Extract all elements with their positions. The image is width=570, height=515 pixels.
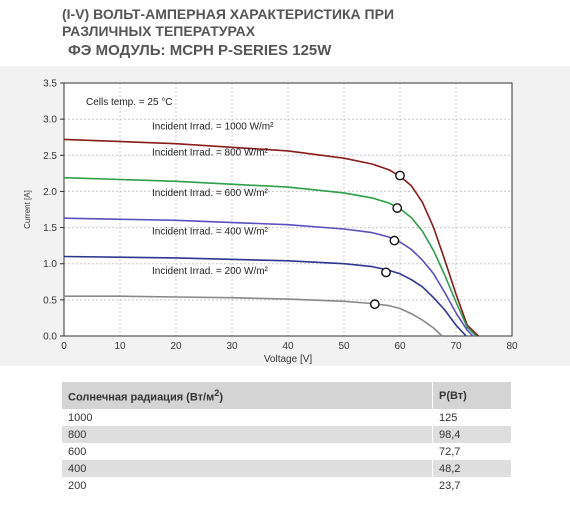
y-tick-label: 2.5 <box>43 151 57 162</box>
series-1: Incident Irrad. = 1000 W/m² <box>63 121 479 337</box>
heading-line-3: ФЭ МОДУЛЬ: MCPH P-SERIES 125W <box>68 42 332 59</box>
y-tick-label: 3.0 <box>43 115 57 126</box>
x-tick-label: 40 <box>282 341 294 352</box>
series-line <box>63 138 479 337</box>
table-row: 1000 125 <box>62 409 511 426</box>
series-label: Incident Irrad. = 1000 W/m² <box>152 121 274 132</box>
heading-line-2: РАЗЛИЧНЫХ ТЕПЕРАТУРАХ <box>62 23 256 39</box>
series-2: Incident Irrad. = 800 W/m² <box>63 148 477 337</box>
x-tick-label: 80 <box>506 341 518 352</box>
series-label: Incident Irrad. = 800 W/m² <box>152 148 269 159</box>
plot-frame <box>63 82 513 337</box>
series-line <box>63 176 477 337</box>
mpp-marker <box>395 170 405 181</box>
table-row: 800 98,4 <box>62 426 511 443</box>
y-tick-label: 2.0 <box>43 187 57 198</box>
series-label: Incident Irrad. = 400 W/m² <box>152 226 269 237</box>
irradiance-cell: 200 <box>68 479 87 492</box>
series-label: Incident Irrad. = 200 W/m² <box>152 266 269 277</box>
mpp-marker <box>392 203 403 213</box>
series-5: Incident Irrad. = 200 W/m² <box>64 266 443 337</box>
iv-chart: 0 10 20 30 40 50 60 70 80 0.0 0.5 1.0 1.5 2.0 2.5 3.0 3.… <box>23 79 518 366</box>
x-tick-label: 60 <box>394 341 406 352</box>
irradiance-column-header: Солнечная радиация (Вт/м2) <box>62 382 433 409</box>
irradiance-cell: 600 <box>68 445 87 458</box>
y-tick-label: 0.5 <box>43 295 57 306</box>
irradiance-cell: 1000 <box>68 411 93 424</box>
series-label: Incident Irrad. = 600 W/m² <box>152 188 269 199</box>
x-axis-label: Voltage [V] <box>264 354 313 365</box>
irradiance-cell: 400 <box>62 460 433 477</box>
y-tick-label: 1.5 <box>43 223 57 234</box>
y-axis-label: Current [A] <box>23 190 32 229</box>
mpp-marker <box>381 267 391 278</box>
series-line <box>63 217 474 337</box>
table-row: 400 48,2 <box>62 460 511 477</box>
chart-heading: (I-V) ВОЛЬТ-АМПЕРНАЯ ХАРАКТЕРИСТИКА ПРИ … <box>62 6 394 59</box>
power-cell: 48,2 <box>432 460 511 477</box>
y-tick-label: 3.5 <box>43 79 57 90</box>
x-tick-label: 70 <box>450 341 462 352</box>
table-row: 200 23,7 <box>62 477 511 494</box>
power-cell: 98,4 <box>432 426 511 443</box>
mpp-marker <box>369 299 380 310</box>
series-4: Incident Irrad. = 400 W/m² <box>63 226 467 337</box>
x-tick-label: 30 <box>226 341 238 352</box>
y-tick-label: 1.0 <box>43 259 57 270</box>
power-cell: 23,7 <box>432 477 511 494</box>
series-line <box>63 255 467 337</box>
power-cell: 72,7 <box>432 443 511 460</box>
power-column-header: P(Вт) <box>432 382 511 409</box>
table-row: 600 72,7 <box>62 443 511 460</box>
x-tick-label: 10 <box>114 341 126 352</box>
power-table: Солнечная радиация (Вт/м2) P(Вт) 1000 12… <box>62 382 511 494</box>
x-tick-label: 20 <box>170 341 182 352</box>
irradiance-cell: 800 <box>62 426 433 443</box>
power-table-header: Солнечная радиация (Вт/м2) P(Вт) <box>62 382 511 409</box>
power-cell: 125 <box>432 409 511 426</box>
x-tick-label: 0 <box>61 341 67 352</box>
series-3: Incident Irrad. = 600 W/m² <box>63 188 474 337</box>
plot-area <box>64 83 512 336</box>
mpp-marker <box>389 235 400 246</box>
heading-line-1: (I-V) ВОЛЬТ-АМПЕРНАЯ ХАРАКТЕРИСТИКА ПРИ <box>62 6 395 22</box>
cells-temp-annotation: Cells temp. = 25 °C <box>86 97 173 108</box>
y-tick-label: 0.0 <box>43 332 57 343</box>
x-tick-label: 50 <box>338 341 350 352</box>
